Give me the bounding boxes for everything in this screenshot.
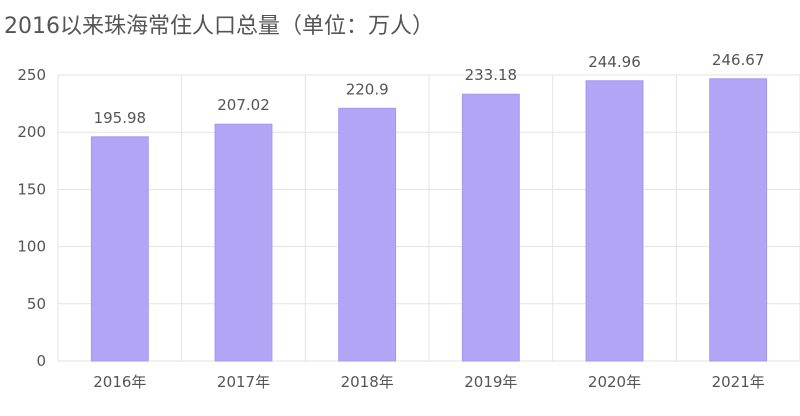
data-label: 207.02 [217,96,270,114]
data-label: 220.9 [346,80,389,98]
x-tick-label: 2020年 [588,373,641,391]
bar [214,123,273,362]
x-axis-ticks: 2016年 2017年 2018年 2019年 2020年 2021年 [93,373,765,391]
bar-series [90,78,768,362]
x-tick-label: 2017年 [217,373,270,391]
y-tick-label: 0 [36,352,46,370]
bar [90,136,149,362]
x-tick-label: 2018年 [341,373,394,391]
data-label: 244.96 [588,53,641,71]
data-label: 246.67 [712,51,765,69]
data-labels: 195.98 207.02 220.9 233.18 244.96 246.67 [94,51,765,127]
bar [585,80,644,362]
data-label: 233.18 [465,66,518,84]
x-tick-label: 2016年 [93,373,146,391]
bar [709,78,768,362]
bar [338,107,397,362]
bar [461,93,520,362]
y-tick-label: 150 [17,180,46,198]
y-tick-label: 100 [17,238,46,256]
chart-title: 2016以来珠海常住人口总量（单位：万人） [4,14,434,39]
x-tick-label: 2019年 [464,373,517,391]
y-tick-label: 50 [27,295,46,313]
y-axis-ticks: 0 50 100 150 200 250 [17,66,46,370]
y-tick-label: 250 [17,66,46,84]
x-tick-label: 2021年 [712,373,765,391]
data-label: 195.98 [94,109,147,127]
y-tick-label: 200 [17,123,46,141]
grid-lines [57,74,800,362]
